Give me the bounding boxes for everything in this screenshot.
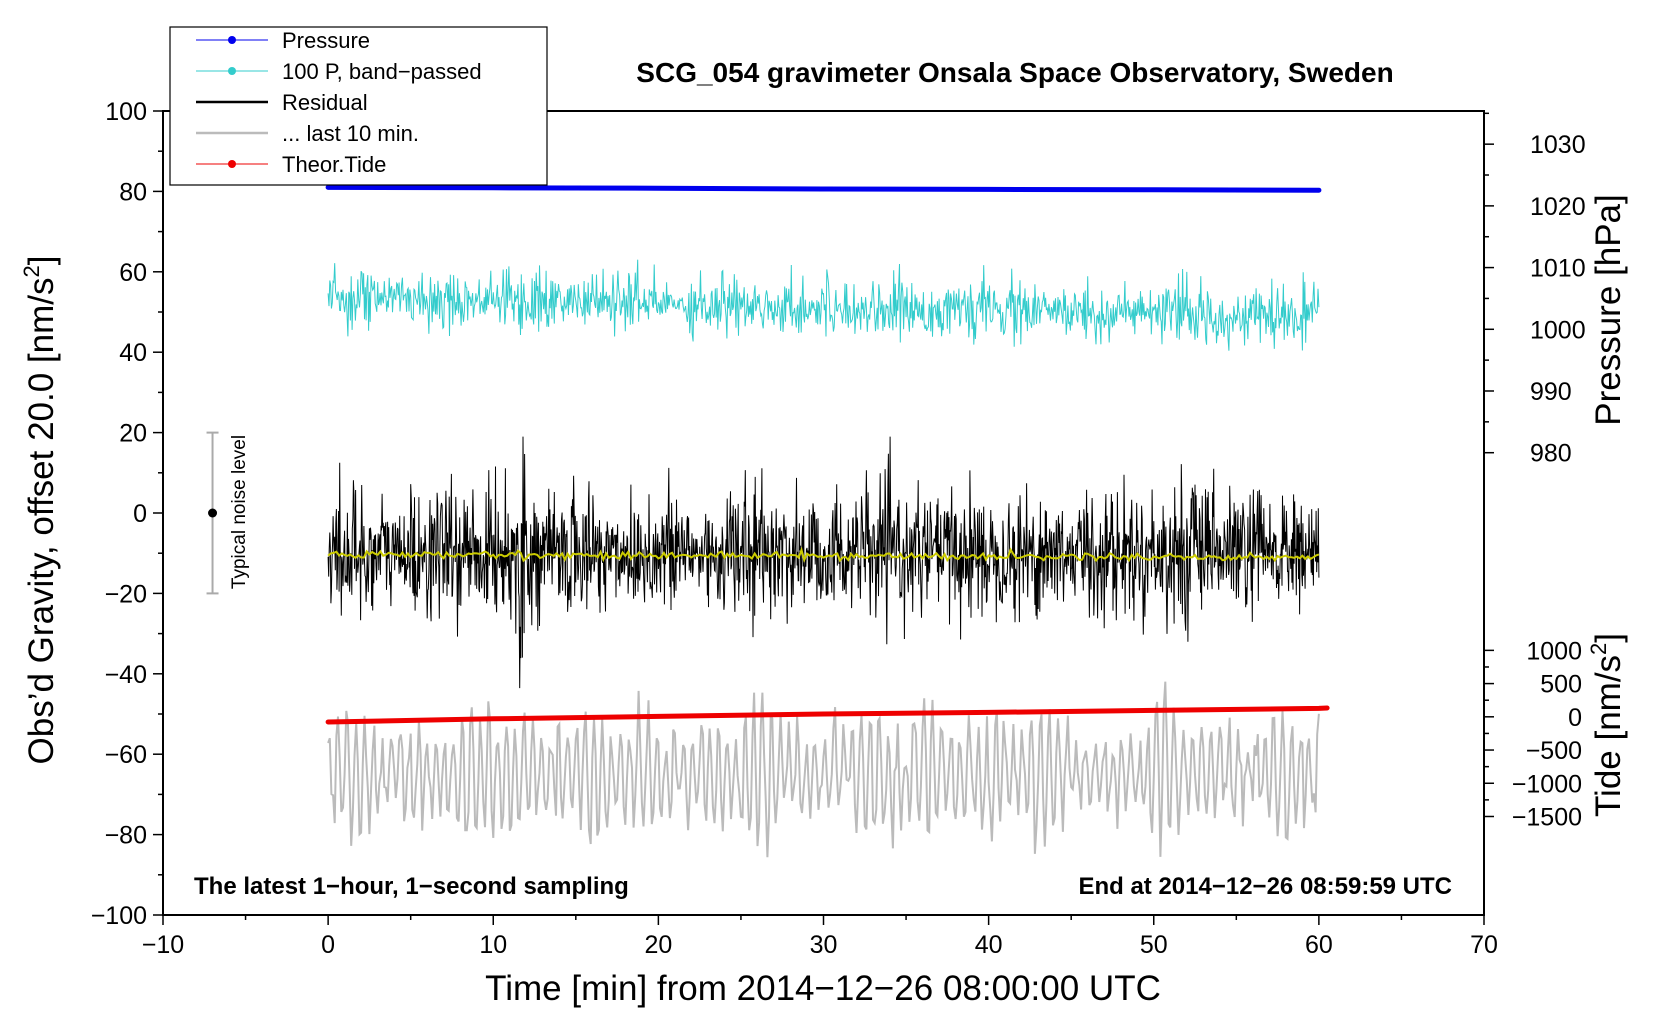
y-axis-tide: −1500 −1000 −500 0 500 1000: [1484, 637, 1582, 831]
tide-tick-label: −1000: [1512, 770, 1582, 798]
pressure-tick-label: 1020: [1530, 193, 1586, 221]
y-axis-left: −100 −80 −60 −40 −20 0 20 40 60 80 100: [91, 98, 163, 930]
y-tick-label: 60: [119, 259, 147, 287]
y-axis-title-left-main: Obs’d Gravity, offset 20.0 [nm/s: [22, 278, 61, 765]
y-axis-title-left-tail: ]: [22, 256, 61, 266]
y-tick-label: −60: [105, 741, 147, 769]
noise-level-label: Typical noise level: [229, 435, 250, 589]
tide-tick-label: −500: [1526, 737, 1582, 765]
y-axis-title-tide-sup: 2: [1586, 643, 1611, 655]
pressure-tick-label: 1010: [1530, 255, 1586, 283]
y-axis-title-pressure: Pressure [hPa]: [1589, 194, 1628, 426]
y-tick-label: 100: [105, 98, 147, 126]
y-tick-label: 40: [119, 339, 147, 367]
tide-tick-label: −1500: [1512, 803, 1582, 831]
x-tick-label: 60: [1305, 931, 1333, 959]
y-axis-title-tide: Tide [nm/s2]: [1586, 633, 1628, 817]
series-residual: [327, 436, 1320, 689]
noise-level-indicator: [206, 431, 219, 595]
legend-box: [169, 26, 548, 186]
pressure-tick-label: 1030: [1530, 131, 1586, 159]
series-layer: [325, 184, 1330, 858]
y-tick-label: −40: [105, 661, 147, 689]
tide-tick-label: 500: [1540, 671, 1582, 699]
pressure-tick-label: 1000: [1530, 316, 1586, 344]
x-tick-label: 10: [479, 931, 507, 959]
sampling-note: The latest 1−hour, 1−second sampling: [194, 873, 629, 900]
y-axis-title-left-sup: 2: [19, 265, 44, 277]
x-axis: −10 0 10 20 30 40 50 60 70: [142, 915, 1498, 959]
x-tick-label: 30: [810, 931, 838, 959]
series-residual-smoothed: [327, 546, 1320, 563]
y-tick-label: 20: [119, 420, 147, 448]
y-tick-label: −20: [105, 580, 147, 608]
legend-marker: [228, 67, 236, 75]
legend-label: Pressure: [282, 28, 370, 53]
x-axis-title: Time [min] from 2014−12−26 08:00:00 UTC: [485, 969, 1161, 1008]
y-axis-title-left: Obs’d Gravity, offset 20.0 [nm/s2]: [19, 256, 61, 765]
legend-label: 100 P, band−passed: [282, 59, 482, 84]
legend-marker: [228, 36, 236, 44]
y-axis-title-tide-main: Tide [nm/s: [1589, 655, 1628, 817]
end-time-note: End at 2014−12−26 08:59:59 UTC: [1078, 873, 1452, 900]
x-tick-label: 20: [644, 931, 672, 959]
legend-marker: [228, 160, 236, 168]
y-tick-label: −100: [91, 902, 147, 930]
pressure-tick-label: 980: [1530, 440, 1572, 468]
y-axis-pressure: 980 990 1000 1010 1020 1030: [1484, 112, 1586, 468]
chart-title: SCG_054 gravimeter Onsala Space Observat…: [636, 57, 1393, 88]
y-axis-title-tide-tail: ]: [1589, 633, 1628, 643]
x-tick-label: 50: [1140, 931, 1168, 959]
y-tick-label: 0: [133, 500, 147, 528]
pressure-tick-label: 990: [1530, 378, 1572, 406]
legend: Pressure 100 P, band−passed Residual ... la…: [169, 26, 548, 186]
y-tick-label: 80: [119, 178, 147, 206]
series-last-10-min: [327, 681, 1320, 858]
series-band-passed-pressure: [327, 259, 1320, 351]
y-tick-label: −80: [105, 822, 147, 850]
tide-tick-label: 0: [1568, 704, 1582, 732]
legend-label: Theor.Tide: [282, 152, 386, 177]
tide-tick-label: 1000: [1526, 637, 1582, 665]
legend-label: Residual: [282, 90, 368, 115]
x-tick-label: 70: [1470, 931, 1498, 959]
x-tick-label: 40: [975, 931, 1003, 959]
series-theoretical-tide: [325, 705, 1330, 725]
legend-label: ... last 10 min.: [282, 121, 419, 146]
series-pressure: [325, 184, 1322, 193]
noise-bar-dot: [208, 508, 218, 518]
x-tick-label: −10: [142, 931, 184, 959]
x-tick-label: 0: [321, 931, 335, 959]
